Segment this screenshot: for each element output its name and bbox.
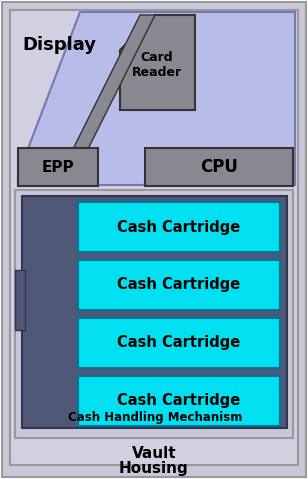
Text: Cash Cartridge: Cash Cartridge [117,277,241,293]
Bar [78,260,280,310]
Text: Housing: Housing [119,460,189,476]
Text: Card
Reader: Card Reader [132,51,182,79]
Text: CPU: CPU [200,158,238,176]
Bar [15,190,293,438]
Bar [78,202,280,252]
Bar [15,270,25,330]
Text: Cash Handling Mechanism: Cash Handling Mechanism [68,411,242,424]
Polygon shape [120,15,195,110]
Text: Vault: Vault [132,445,176,460]
Bar [22,196,287,428]
Text: EPP: EPP [42,160,74,174]
Polygon shape [18,12,295,185]
Text: Cash Cartridge: Cash Cartridge [117,335,241,351]
Text: Cash Cartridge: Cash Cartridge [117,219,241,235]
Bar [78,318,280,368]
Polygon shape [60,15,155,175]
Text: Cash Cartridge: Cash Cartridge [117,394,241,409]
Bar [145,148,293,186]
Bar [78,376,280,426]
Bar [18,148,98,186]
Text: Display: Display [22,36,96,54]
